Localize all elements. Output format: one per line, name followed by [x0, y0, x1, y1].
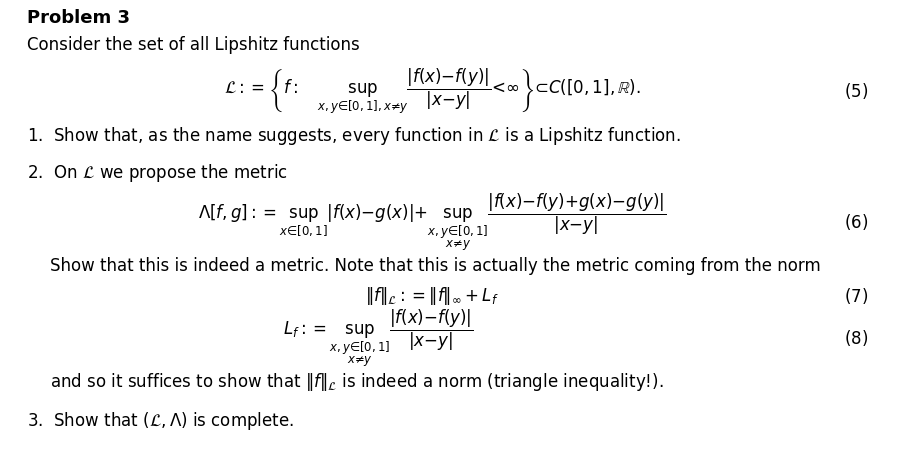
Text: $\mathcal{L} := \left\{ f : \quad \sup_{x,y\in[0,1],x\neq y} \dfrac{|f(x)-f(y)|}: $\mathcal{L} := \left\{ f : \quad \sup_{… — [223, 66, 641, 116]
Text: $(5)$: $(5)$ — [844, 81, 868, 101]
Text: $L_f :=  \sup_{\substack{x,y\in[0,1]\\ x\neq y}} \dfrac{|f(x)-f(y)|}{|x-y|}$: $L_f := \sup_{\substack{x,y\in[0,1]\\ x\… — [283, 307, 473, 369]
Text: $\Lambda[f,g] := \sup_{x\in[0,1]} |f(x)-g(x)| + \sup_{\substack{x,y\in[0,1]\\ x\: $\Lambda[f,g] := \sup_{x\in[0,1]} |f(x)-… — [198, 192, 666, 253]
Text: 3.  Show that $(\mathcal{L},\Lambda)$ is complete.: 3. Show that $(\mathcal{L},\Lambda)$ is … — [27, 410, 294, 432]
Text: and so it suffices to show that $\|f\|_{\mathcal{L}}$ is indeed a norm (triangle: and so it suffices to show that $\|f\|_{… — [50, 371, 663, 393]
Text: Show that this is indeed a metric. Note that this is actually the metric coming : Show that this is indeed a metric. Note … — [50, 257, 820, 275]
Text: Problem 3: Problem 3 — [27, 9, 130, 27]
Text: $(6)$: $(6)$ — [844, 212, 868, 232]
Text: 2.  On $\mathcal{L}$ we propose the metric: 2. On $\mathcal{L}$ we propose the metri… — [27, 162, 288, 183]
Text: $\|f\|_{\mathcal{L}} := \|f\|_\infty + L_f$: $\|f\|_{\mathcal{L}} := \|f\|_\infty + L… — [365, 285, 499, 307]
Text: $(8)$: $(8)$ — [844, 328, 868, 348]
Text: 1.  Show that, as the name suggests, every function in $\mathcal{L}$ is a Lipshi: 1. Show that, as the name suggests, ever… — [27, 125, 681, 147]
Text: $(7)$: $(7)$ — [844, 286, 868, 306]
Text: Consider the set of all Lipshitz functions: Consider the set of all Lipshitz functio… — [27, 36, 360, 54]
